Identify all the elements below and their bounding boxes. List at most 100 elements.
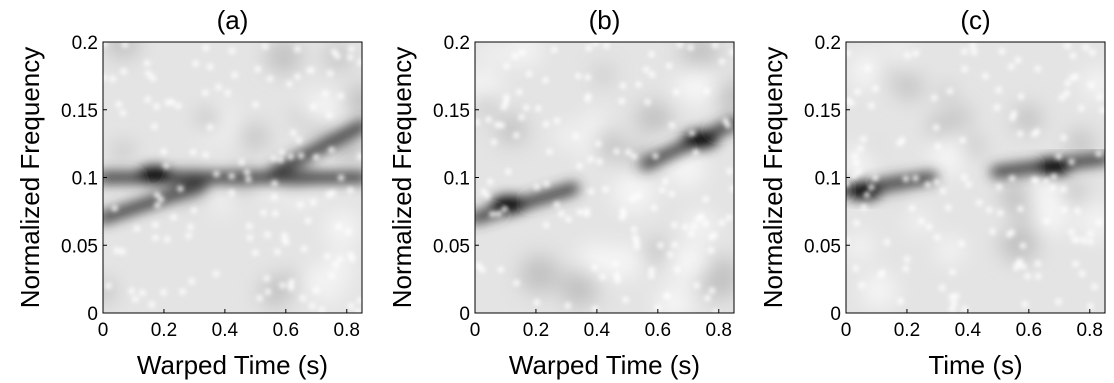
- dot: [708, 247, 715, 254]
- dot: [918, 218, 925, 225]
- dot: [618, 98, 625, 105]
- shade: [636, 101, 673, 138]
- dot: [1072, 73, 1079, 80]
- shade: [607, 245, 642, 279]
- dot: [948, 293, 955, 300]
- dot: [711, 232, 718, 239]
- dot: [572, 133, 579, 140]
- dot: [712, 42, 719, 49]
- dot: [148, 301, 155, 308]
- dot: [1006, 231, 1013, 238]
- dot: [902, 265, 909, 272]
- dot: [931, 94, 938, 101]
- dot: [939, 187, 946, 194]
- dot: [103, 42, 108, 47]
- dot: [709, 287, 716, 294]
- dot: [497, 266, 504, 273]
- dot: [308, 67, 315, 74]
- y-tick-label: 0.15: [433, 101, 470, 122]
- dot: [904, 52, 911, 59]
- dot: [631, 153, 638, 160]
- x-tick-label: 0.6: [645, 320, 671, 341]
- dot: [897, 298, 904, 305]
- dot: [695, 215, 702, 222]
- shade: [667, 149, 706, 188]
- dot: [1078, 105, 1085, 112]
- y-tick-label: 0.05: [61, 236, 98, 257]
- y-tick-label: 0.1: [815, 169, 841, 190]
- dot: [848, 100, 855, 107]
- dot: [1011, 110, 1018, 117]
- dot: [231, 72, 238, 79]
- dot: [163, 162, 170, 169]
- dot: [202, 89, 209, 96]
- dot: [858, 282, 865, 289]
- dot: [207, 63, 214, 70]
- dot: [228, 190, 235, 197]
- ridge: [267, 120, 362, 179]
- dot: [487, 178, 494, 185]
- dot: [962, 306, 969, 313]
- shade: [475, 94, 497, 116]
- dot: [357, 153, 362, 160]
- dot: [326, 112, 333, 119]
- dot: [1034, 128, 1041, 135]
- dot: [518, 49, 525, 56]
- dot: [310, 199, 317, 206]
- dot: [872, 174, 879, 181]
- dot: [729, 185, 734, 192]
- dots: [475, 42, 734, 313]
- dot: [958, 240, 965, 247]
- ridge-peak: [490, 195, 527, 214]
- dot: [702, 196, 709, 203]
- shade: [688, 251, 711, 274]
- dot: [309, 303, 316, 310]
- dot: [860, 204, 867, 211]
- dot: [986, 206, 993, 213]
- dot: [202, 151, 209, 158]
- shade: [1076, 204, 1105, 241]
- dot: [191, 207, 198, 214]
- shade: [644, 238, 670, 264]
- panel: 0 0.2 0.4 0.6 0.8 0 0.05 0.1 0.15 0.2 (b) Warped Ti…: [387, 5, 735, 380]
- dot: [1068, 229, 1075, 236]
- dot: [238, 159, 245, 166]
- dot: [149, 75, 156, 82]
- dot: [682, 224, 689, 231]
- dot: [863, 191, 870, 198]
- dot: [357, 297, 362, 304]
- dot: [857, 145, 864, 152]
- x-axis-label: Time (s): [928, 350, 1022, 380]
- dot: [132, 296, 139, 303]
- dot: [651, 204, 658, 211]
- shade: [496, 114, 527, 145]
- dot: [543, 121, 550, 128]
- dot: [288, 285, 295, 292]
- dot: [495, 210, 502, 217]
- dot: [160, 289, 167, 296]
- dot: [119, 248, 126, 255]
- dot: [652, 153, 659, 160]
- dot: [854, 88, 861, 95]
- dot: [274, 248, 281, 255]
- dot: [949, 306, 956, 313]
- x-tick-label: 0.6: [273, 320, 299, 341]
- dot: [279, 282, 286, 289]
- dot: [576, 209, 583, 216]
- shade: [1026, 175, 1065, 214]
- dot: [120, 68, 127, 75]
- dot: [133, 225, 140, 232]
- dot: [298, 152, 305, 159]
- dot: [281, 237, 288, 244]
- shade: [847, 233, 874, 260]
- dots: [846, 42, 1105, 313]
- dot: [704, 295, 711, 302]
- dot: [213, 170, 220, 177]
- dot: [523, 104, 530, 111]
- ridge-peak: [136, 165, 173, 184]
- dot: [1087, 230, 1094, 237]
- dot: [144, 96, 151, 103]
- dot: [512, 53, 519, 60]
- dot: [671, 222, 678, 229]
- dot: [673, 89, 680, 96]
